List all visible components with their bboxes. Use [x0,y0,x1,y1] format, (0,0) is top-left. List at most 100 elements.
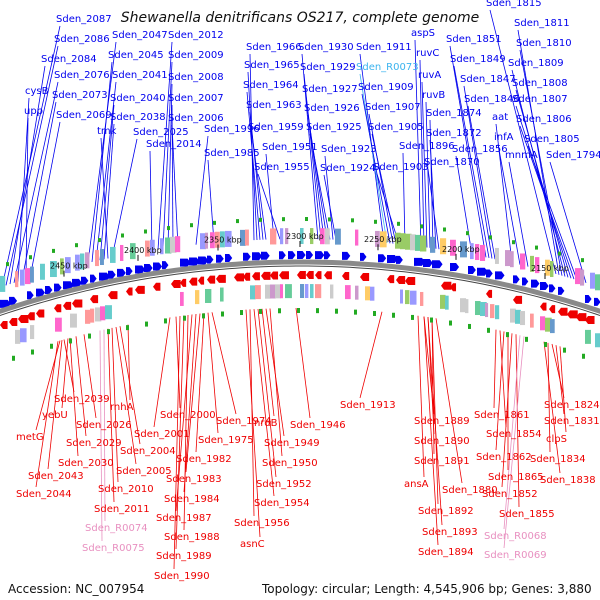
reverse-gene-label[interactable]: Sden_2000 [160,410,216,421]
reverse-gene-label[interactable]: Sden_1865 [488,472,544,483]
forward-gene-label[interactable]: mnmA [505,150,538,161]
reverse-gene-label[interactable]: Sden_1974 [216,416,272,427]
forward-gene-label[interactable]: Sden_2076 [54,70,110,81]
reverse-gene-label[interactable]: Sden_1946 [290,420,346,431]
forward-gene-label[interactable]: Sden_2086 [54,34,110,45]
forward-gene-label[interactable]: Sden_1847 [460,74,516,85]
forward-gene-label[interactable]: Sden_1810 [516,38,572,49]
reverse-gene-label[interactable]: Sden_1913 [340,400,396,411]
forward-gene-label[interactable]: Sden_2087 [56,14,112,25]
reverse-gene-label[interactable]: Sden_2044 [16,489,72,500]
forward-gene-label[interactable]: Sden_2041 [112,70,168,81]
forward-gene-label[interactable]: Sden_1923 [321,144,377,155]
reverse-gene-label[interactable]: Sden_R0075 [82,543,145,554]
forward-gene-label[interactable]: Sden_1907 [365,102,421,113]
forward-gene-label[interactable]: Sden_1872 [426,128,482,139]
reverse-gene-label[interactable]: Sden_1989 [156,551,212,562]
reverse-gene-label[interactable]: Sden_1894 [418,547,474,558]
reverse-gene-label[interactable]: Sden_1990 [154,571,210,582]
forward-gene-label[interactable]: Sden_2006 [168,113,224,124]
forward-gene-label[interactable]: Sden_2008 [168,72,224,83]
reverse-gene-label[interactable]: Sden_1893 [422,527,478,538]
forward-gene-label[interactable]: Sden_1856 [452,144,508,155]
reverse-gene-label[interactable]: Sden_1831 [544,416,600,427]
forward-gene-label[interactable]: Sden_1905 [368,122,424,133]
forward-gene-label[interactable]: Sden_1870 [424,157,480,168]
forward-gene-label[interactable]: Sden_1903 [373,162,429,173]
forward-gene-label[interactable]: Sden_1963 [246,100,302,111]
reverse-gene-label[interactable]: Sden_1988 [164,532,220,543]
reverse-gene-label[interactable]: Sden_1861 [474,410,530,421]
forward-gene-label[interactable]: Sden_1805 [524,134,580,145]
forward-gene-label[interactable]: Sden_2047 [112,30,168,41]
forward-gene-label[interactable]: Sden_1924 [320,163,376,174]
reverse-gene-label[interactable]: Sden_1984 [164,494,220,505]
reverse-gene-label[interactable]: Sden_1890 [414,436,470,447]
reverse-gene-label[interactable]: Sden_R0069 [484,550,547,561]
forward-gene-label[interactable]: tmk [97,126,117,137]
reverse-gene-label[interactable]: asnC [240,539,265,550]
forward-gene-label[interactable]: Sden_1927 [302,84,358,95]
reverse-gene-label[interactable]: Sden_1852 [482,489,538,500]
reverse-gene-label[interactable]: Sden_2011 [94,504,150,515]
reverse-gene-label[interactable]: Sden_1891 [414,456,470,467]
forward-gene-label[interactable]: Sden_1808 [512,78,568,89]
forward-gene-label[interactable]: Sden_2069 [56,110,112,121]
forward-gene-label[interactable]: Sden_1909 [358,82,414,93]
forward-gene-label[interactable]: Sden_1929 [300,62,356,73]
forward-gene-label[interactable]: ruvA [418,70,441,81]
forward-gene-label[interactable]: Sden_1965 [244,60,300,71]
reverse-gene-label[interactable]: Sden_2010 [98,484,154,495]
reverse-gene-label[interactable]: Sden_1949 [264,438,320,449]
forward-gene-label[interactable]: aspS [411,28,435,39]
reverse-gene-label[interactable]: Sden_1855 [499,509,555,520]
forward-gene-label[interactable]: Sden_1809 [508,58,564,69]
reverse-gene-label[interactable]: yebU [42,410,68,421]
forward-gene-label[interactable]: Sden_1911 [356,42,412,53]
reverse-gene-label[interactable]: Sden_2001 [134,429,190,440]
forward-gene-label[interactable]: Sden_1874 [426,108,482,119]
forward-gene-label[interactable]: ruvB [422,90,445,101]
reverse-gene-label[interactable]: Sden_R0068 [484,531,547,542]
reverse-gene-label[interactable]: Sden_2039 [54,394,110,405]
forward-gene-label[interactable]: Sden_1926 [304,103,360,114]
reverse-gene-label[interactable]: metG [16,432,44,443]
forward-gene-label[interactable]: cysB [25,86,49,97]
forward-gene-label[interactable]: Sden_1815 [486,0,542,9]
forward-gene-label[interactable]: Sden_2038 [110,112,166,123]
reverse-gene-label[interactable]: Sden_2029 [66,438,122,449]
reverse-gene-label[interactable]: Sden_1838 [540,475,596,486]
reverse-gene-label[interactable]: Sden_1983 [166,474,222,485]
forward-gene-label[interactable]: Sden_1925 [306,122,362,133]
reverse-gene-label[interactable]: clpS [546,434,567,445]
forward-gene-label[interactable]: Sden_1959 [248,122,304,133]
forward-gene-label[interactable]: Sden_1811 [514,18,570,29]
reverse-gene-label[interactable]: Sden_1987 [156,513,212,524]
forward-gene-label[interactable]: infA [494,132,514,143]
forward-gene-label[interactable]: Sden_2012 [168,30,224,41]
reverse-gene-label[interactable]: rnhA [110,402,134,413]
reverse-gene-label[interactable]: Sden_1834 [530,454,586,465]
forward-gene-label[interactable]: Sden_1955 [254,162,310,173]
forward-gene-label[interactable]: upp [24,106,43,117]
reverse-gene-label[interactable]: Sden_1952 [256,479,312,490]
forward-gene-label[interactable]: Sden_1930 [298,42,354,53]
reverse-gene-label[interactable]: ansA [404,479,429,490]
forward-gene-label[interactable]: Sden_1807 [512,94,568,105]
forward-gene-label[interactable]: Sden_1851 [446,34,502,45]
forward-gene-label[interactable]: Sden_1966 [246,42,302,53]
reverse-gene-label[interactable]: Sden_1982 [176,454,232,465]
reverse-gene-label[interactable]: Sden_2004 [120,446,176,457]
reverse-gene-label[interactable]: Sden_1975 [198,435,254,446]
reverse-gene-label[interactable]: Sden_2026 [76,420,132,431]
forward-gene-label[interactable]: Sden_2009 [168,50,224,61]
forward-gene-label[interactable]: Sden_1964 [243,80,299,91]
reverse-gene-label[interactable]: Sden_1954 [254,498,310,509]
forward-gene-label[interactable]: aat [492,112,508,123]
forward-gene-label[interactable]: Sden_2084 [41,54,97,65]
reverse-gene-label[interactable]: Sden_R0074 [85,523,148,534]
forward-gene-label[interactable]: Sden_R0073 [356,62,419,73]
forward-gene-label[interactable]: Sden_1806 [516,114,572,125]
forward-gene-label[interactable]: ruvC [416,48,439,59]
reverse-gene-label[interactable]: nrdB [254,418,278,429]
